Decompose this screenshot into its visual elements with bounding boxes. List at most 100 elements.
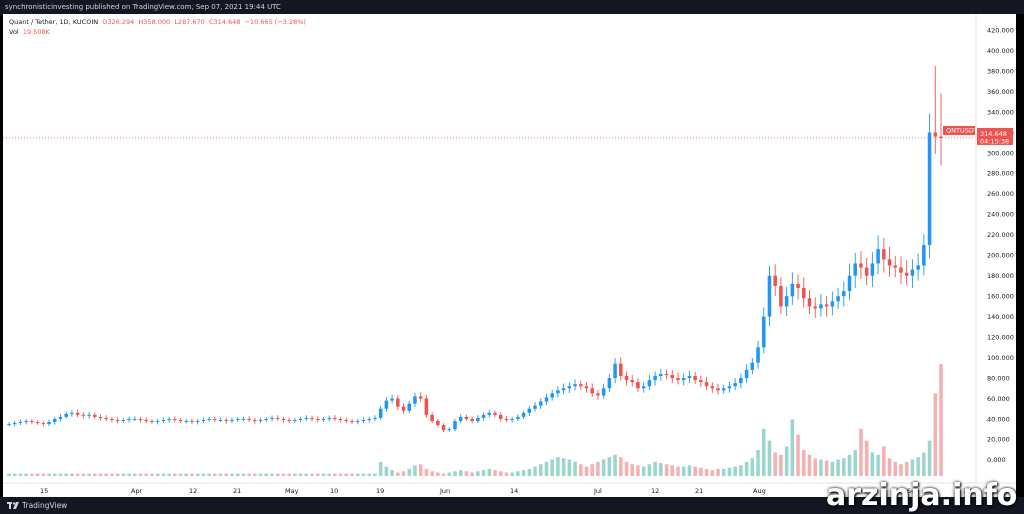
volume-bar [367,473,371,476]
volume-bar [773,452,777,476]
candle-body [275,417,280,419]
volume-bar [893,461,898,476]
candle-body [138,418,143,420]
x-tick-label: 10 [330,487,338,495]
candle-body [693,375,697,381]
volume-bar [584,466,589,476]
candle-body [30,421,34,423]
candle-body [573,384,577,387]
candle-body [344,419,349,422]
volume-bar [293,473,297,476]
candle-body [270,417,274,419]
candle-body [704,382,709,387]
volume-bar [138,473,143,476]
volume-bar [195,473,200,476]
volume-bar [373,473,377,476]
volume-bar [30,473,34,476]
x-tick-label: Sep [907,487,919,495]
volume-bar [561,458,566,476]
volume-bar [281,473,286,476]
volume-bar [550,459,554,476]
volume-bar [676,466,680,476]
candle-body [927,132,932,246]
volume-bar [58,473,63,476]
candle-body [310,417,314,419]
volume-bar [664,464,669,476]
watermark-text: arzinja.info [826,478,1018,513]
volume-bar [470,472,474,476]
candle-body [35,422,40,424]
candle-body [538,401,543,406]
volume-bar [830,461,835,476]
volume-bar [904,461,909,476]
tradingview-logo-icon[interactable] [7,502,19,509]
volume-bar [636,465,640,476]
legend-ohlc-row: Quant / Tether, 1D, KUCOIN O326.294 H358… [9,17,306,27]
volume-bar [922,452,926,476]
volume-bar [927,440,932,476]
volume-bar [813,458,817,476]
candle-body [356,421,360,423]
volume-bar [436,472,440,476]
volume-bar [47,473,51,476]
candle-body [664,373,669,375]
candle-body [796,283,800,289]
candle-body [504,418,509,420]
y-tick-label: 240.000 [987,211,1014,219]
candle-body [418,396,423,399]
candle-body [173,418,177,420]
volume-bar [173,473,177,476]
y-tick-label: 140.000 [987,313,1014,321]
volume-bar [115,473,120,476]
volume-bar [681,466,686,476]
volume-bar [52,473,57,476]
legend-high: H358.000 [138,18,171,26]
candle-body [190,421,194,423]
candle-body [315,418,320,420]
candle-body [161,419,166,422]
y-tick-label: 100.000 [987,354,1014,362]
volume-bar [384,466,389,476]
volume-bar [315,473,320,476]
volume-bar [235,473,240,476]
last-price-tag [977,127,1013,145]
price-chart[interactable]: 420.000400.000380.000360.000340.000320.0… [3,14,1016,497]
volume-bar [887,458,892,476]
volume-bar [35,473,40,476]
candle-body [527,408,532,413]
x-tick-label: 12 [651,487,659,495]
volume-bar [727,467,732,476]
y-tick-label: 20.000 [987,436,1010,444]
volume-bar [807,454,812,476]
x-tick-label: 21 [695,487,703,495]
volume-bar [190,473,194,476]
volume-bar [687,465,692,476]
volume-bar [573,461,577,476]
y-tick-label: 120.000 [987,333,1014,341]
candle-body [447,429,452,431]
volume-bar [350,473,354,476]
y-tick-label: 220.000 [987,231,1014,239]
candle-body [18,422,23,424]
x-tick-label: 15 [40,487,48,495]
y-tick-label: 260.000 [987,190,1014,198]
tradingview-brand[interactable]: TradingView [22,501,68,510]
candle-body [933,132,938,137]
candle-body [464,416,469,419]
candle-body [836,296,840,302]
volume-bar [98,473,103,476]
volume-bar [824,460,829,476]
volume-bar [167,473,171,476]
candle-body [813,306,817,309]
y-tick-label: 340.000 [987,108,1014,116]
volume-bar [882,446,886,476]
volume-bar [270,473,274,476]
candle-body [390,398,394,401]
volume-bar [527,468,532,476]
volume-bar [453,471,457,476]
x-tick-label: 12 [189,487,197,495]
candle-body [533,405,537,409]
volume-bar [447,472,452,476]
chart-area[interactable]: 420.000400.000380.000360.000340.000320.0… [3,14,1016,497]
candle-body [384,400,389,409]
